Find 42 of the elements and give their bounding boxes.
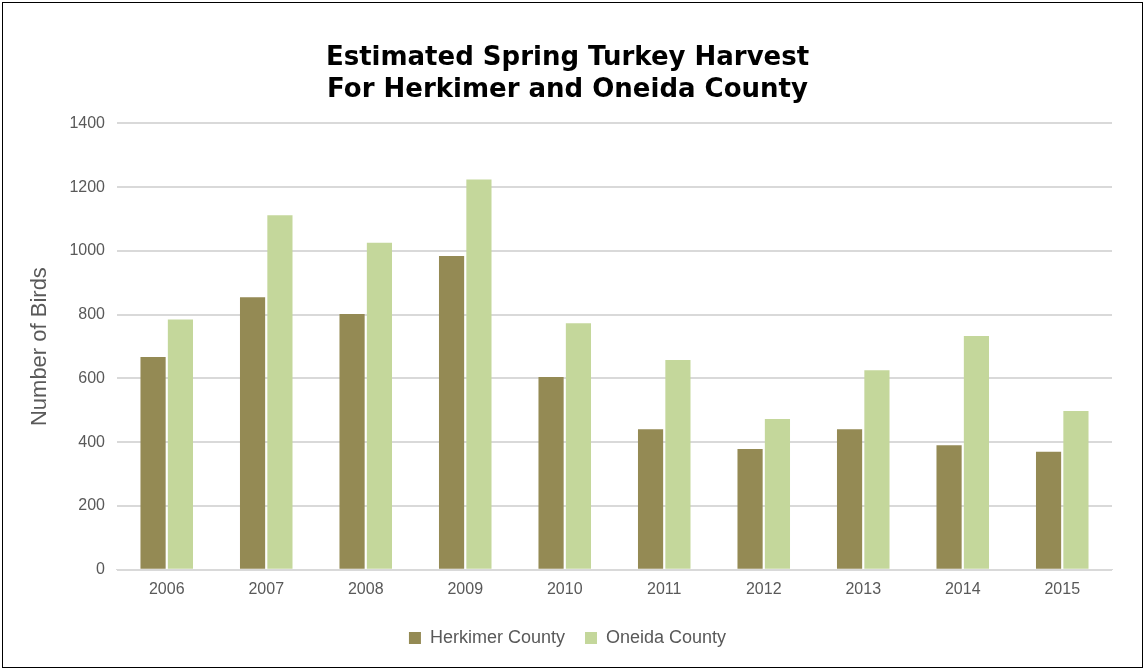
- bar: [565, 323, 592, 569]
- x-tick-label: 2006: [148, 579, 185, 597]
- bar: [1035, 451, 1062, 569]
- bar: [637, 429, 664, 569]
- bar: [538, 376, 564, 569]
- bar: [466, 179, 492, 569]
- bar: [737, 448, 763, 569]
- bar: [665, 359, 691, 569]
- bar: [167, 319, 194, 569]
- legend-label: Herkimer County: [429, 626, 565, 647]
- chart-title: Estimated Spring Turkey Harvest For Herkimer and Oneida County: [325, 41, 810, 103]
- y-tick-label: 400: [78, 432, 106, 450]
- x-tick-label: 2007: [248, 579, 285, 597]
- bar: [1063, 411, 1089, 569]
- y-tick-label: 200: [78, 496, 106, 514]
- x-tick-label: 2014: [944, 579, 981, 597]
- x-tick-label: 2008: [347, 579, 384, 597]
- bar: [339, 314, 365, 569]
- bar: [864, 370, 890, 569]
- bar: [438, 256, 465, 569]
- y-tick-label: 1000: [69, 241, 106, 259]
- y-tick-label: 600: [78, 368, 106, 386]
- bar: [366, 242, 393, 569]
- y-tick-label: 1400: [69, 113, 106, 131]
- legend-label: Oneida County: [605, 626, 727, 647]
- bar: [963, 336, 990, 569]
- bar: [239, 297, 266, 569]
- x-tick-label: 2012: [745, 579, 782, 597]
- bar: [936, 445, 962, 569]
- x-tick-label: 2011: [647, 579, 682, 597]
- x-tick-label: 2015: [1044, 579, 1081, 597]
- y-tick-label: 0: [96, 560, 106, 578]
- bar: [764, 418, 791, 569]
- bar: [140, 357, 166, 569]
- bar: [267, 215, 293, 569]
- y-tick-label: 800: [78, 305, 106, 323]
- x-tick-label: 2010: [546, 579, 583, 597]
- x-tick-label: 2009: [447, 579, 484, 597]
- y-tick-label: 1200: [69, 177, 106, 195]
- x-tick-label: 2013: [845, 579, 882, 597]
- bar: [836, 429, 863, 569]
- y-axis-title: Number of Birds: [26, 267, 52, 427]
